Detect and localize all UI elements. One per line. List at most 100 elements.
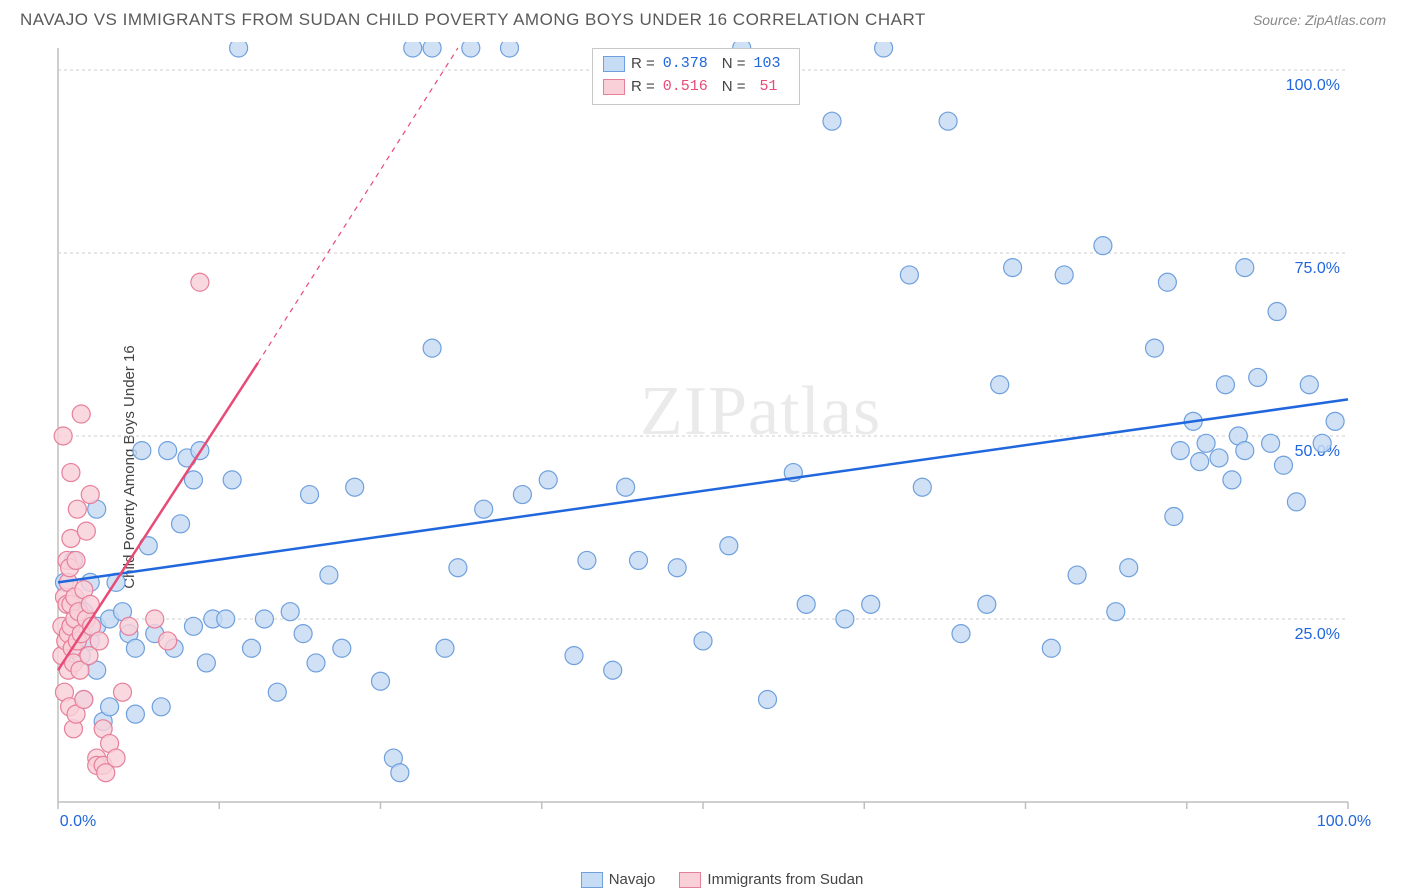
- data-point: [578, 551, 596, 569]
- data-point: [604, 661, 622, 679]
- legend-label: Navajo: [609, 871, 656, 888]
- data-point: [107, 749, 125, 767]
- data-point: [320, 566, 338, 584]
- data-point: [1158, 273, 1176, 291]
- chart-title: NAVAJO VS IMMIGRANTS FROM SUDAN CHILD PO…: [20, 10, 926, 30]
- data-point: [217, 610, 235, 628]
- stat-r-value: 0.516: [661, 76, 716, 99]
- data-point: [146, 610, 164, 628]
- y-tick-label: 25.0%: [1295, 626, 1340, 643]
- chart-header: NAVAJO VS IMMIGRANTS FROM SUDAN CHILD PO…: [0, 0, 1406, 36]
- data-point: [1171, 442, 1189, 460]
- data-point: [1055, 266, 1073, 284]
- data-point: [255, 610, 273, 628]
- data-point: [81, 486, 99, 504]
- data-point: [1068, 566, 1086, 584]
- data-point: [1275, 456, 1293, 474]
- data-point: [1120, 559, 1138, 577]
- data-point: [823, 112, 841, 130]
- data-point: [1165, 508, 1183, 526]
- data-point: [243, 639, 261, 657]
- legend-swatch: [679, 872, 701, 888]
- data-point: [307, 654, 325, 672]
- data-point: [172, 515, 190, 533]
- data-point: [720, 537, 738, 555]
- legend: Navajo Immigrants from Sudan: [52, 871, 1392, 888]
- data-point: [126, 639, 144, 657]
- stat-r-label: R =: [631, 76, 655, 99]
- data-point: [62, 464, 80, 482]
- data-point: [423, 339, 441, 357]
- data-point: [565, 647, 583, 665]
- data-point: [301, 486, 319, 504]
- data-point: [77, 522, 95, 540]
- stat-r-label: R =: [631, 53, 655, 76]
- data-point: [913, 478, 931, 496]
- data-point: [1268, 303, 1286, 321]
- data-point: [120, 617, 138, 635]
- data-point: [875, 42, 893, 57]
- data-point: [900, 266, 918, 284]
- stat-n-value: 51: [752, 76, 786, 99]
- legend-item: Immigrants from Sudan: [679, 871, 863, 888]
- data-point: [1216, 376, 1234, 394]
- data-point: [1262, 434, 1280, 452]
- data-point: [436, 639, 454, 657]
- stats-row: R = 0.516 N = 51: [603, 76, 789, 99]
- legend-swatch: [581, 872, 603, 888]
- data-point: [114, 683, 132, 701]
- data-point: [449, 559, 467, 577]
- data-point: [1107, 603, 1125, 621]
- legend-item: Navajo: [581, 871, 656, 888]
- data-point: [372, 672, 390, 690]
- trend-line-extended: [258, 48, 458, 363]
- data-point: [1004, 259, 1022, 277]
- data-point: [797, 595, 815, 613]
- correlation-stats-box: R = 0.378 N = 103 R = 0.516 N = 51: [592, 48, 800, 105]
- stat-n-label: N =: [722, 53, 746, 76]
- x-tick-label: 100.0%: [1317, 813, 1371, 830]
- data-point: [991, 376, 1009, 394]
- chart-source: Source: ZipAtlas.com: [1253, 12, 1386, 28]
- data-point: [617, 478, 635, 496]
- data-point: [230, 42, 248, 57]
- data-point: [1094, 237, 1112, 255]
- data-point: [462, 42, 480, 57]
- data-point: [1197, 434, 1215, 452]
- data-point: [133, 442, 151, 460]
- data-point: [67, 551, 85, 569]
- data-point: [72, 405, 90, 423]
- data-point: [1236, 259, 1254, 277]
- data-point: [513, 486, 531, 504]
- legend-label: Immigrants from Sudan: [707, 871, 863, 888]
- x-tick-label: 0.0%: [60, 813, 96, 830]
- y-tick-label: 100.0%: [1286, 77, 1340, 94]
- data-point: [68, 500, 86, 518]
- stat-r-value: 0.378: [661, 53, 716, 76]
- data-point: [668, 559, 686, 577]
- data-point: [184, 617, 202, 635]
- data-point: [1210, 449, 1228, 467]
- data-point: [346, 478, 364, 496]
- stats-swatch: [603, 79, 625, 95]
- data-point: [1236, 442, 1254, 460]
- data-point: [501, 42, 519, 57]
- data-point: [1300, 376, 1318, 394]
- data-point: [101, 698, 119, 716]
- data-point: [423, 42, 441, 57]
- data-point: [159, 442, 177, 460]
- data-point: [197, 654, 215, 672]
- stat-n-value: 103: [752, 53, 789, 76]
- data-point: [152, 698, 170, 716]
- data-point: [281, 603, 299, 621]
- data-point: [539, 471, 557, 489]
- data-point: [939, 112, 957, 130]
- data-point: [1191, 453, 1209, 471]
- data-point: [862, 595, 880, 613]
- data-point: [475, 500, 493, 518]
- data-point: [223, 471, 241, 489]
- data-point: [90, 632, 108, 650]
- scatter-plot: 25.0%50.0%75.0%100.0%0.0%100.0%: [52, 42, 1392, 842]
- data-point: [75, 691, 93, 709]
- stat-n-label: N =: [722, 76, 746, 99]
